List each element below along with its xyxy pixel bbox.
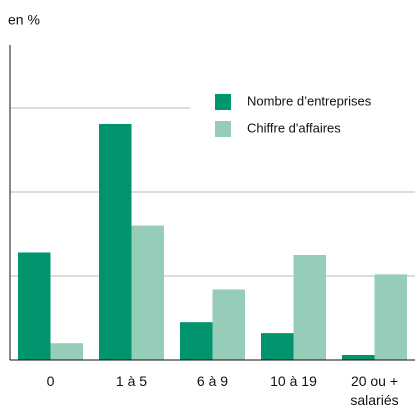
bar: [342, 354, 375, 360]
bar: [131, 225, 164, 360]
legend-box: [190, 80, 415, 150]
bar: [293, 255, 326, 360]
legend-label: Chiffre d'affaires: [247, 120, 341, 135]
bar: [99, 123, 132, 361]
legend-swatch: [215, 94, 231, 110]
bar: [18, 252, 51, 360]
y-axis-label: en %: [8, 12, 40, 28]
bar: [50, 343, 83, 360]
legend-label: Nombre d’entreprises: [247, 93, 372, 108]
bar: [212, 289, 245, 360]
x-tick-label: 10 à 19: [270, 373, 317, 389]
x-tick-label: 1 à 5: [115, 373, 148, 389]
legend-swatch: [215, 121, 231, 137]
bar: [261, 333, 294, 360]
x-tick-label: 6 à 9: [196, 373, 229, 389]
x-tick-label: 20 ou + salariés: [350, 373, 399, 408]
bar: [374, 274, 407, 360]
x-tick-label: 0: [46, 373, 55, 389]
bar: [180, 322, 213, 360]
